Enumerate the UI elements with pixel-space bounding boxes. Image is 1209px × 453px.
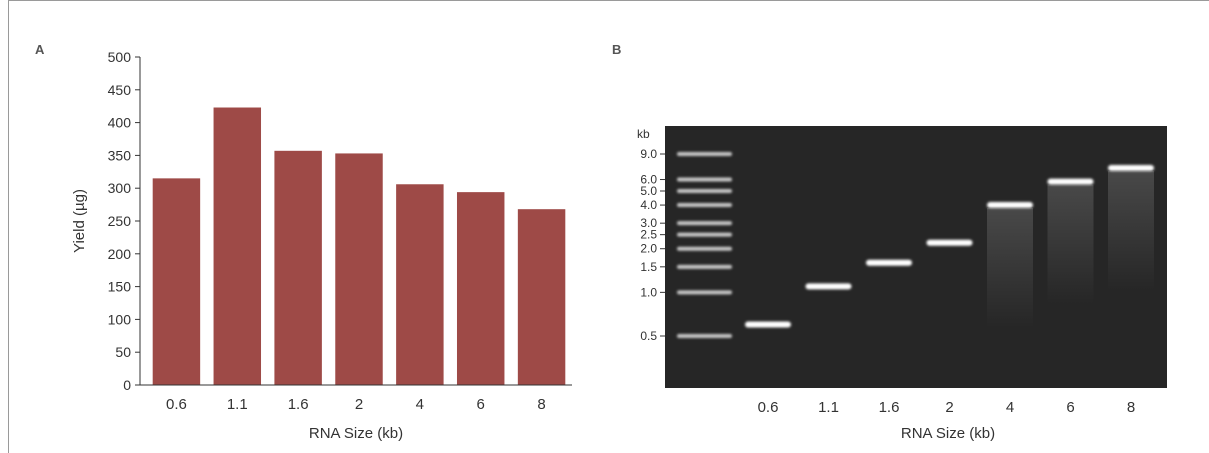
y-tick-label: 350 bbox=[108, 147, 132, 163]
lane-smear bbox=[987, 208, 1033, 329]
bar-2-kb bbox=[335, 153, 383, 385]
gel-electrophoresis-image: 9.0 6.05.04.0 3.02.52.0 1.5 1.0 0.5 0.6 1.1 1.6… bbox=[637, 126, 1167, 442]
ladder-band bbox=[677, 177, 732, 182]
y-tick-label: 50 bbox=[115, 344, 131, 360]
lane-label: 4 bbox=[1006, 399, 1014, 416]
x-tick-label: 4 bbox=[416, 396, 424, 413]
ladder-tick-label: 9.0 bbox=[640, 147, 657, 161]
panel-a-label: A bbox=[35, 42, 45, 57]
sample-band-0-6-kb bbox=[745, 321, 791, 328]
y-axis-label: Yield (µg) bbox=[71, 189, 88, 253]
x-tick-label: 6 bbox=[477, 396, 485, 413]
sample-band-1-6-kb bbox=[866, 259, 912, 266]
ladder-tick-label: 6.0 bbox=[640, 173, 657, 187]
lane-label: 0.6 bbox=[758, 399, 779, 416]
gel-x-axis-label: RNA Size (kb) bbox=[901, 425, 995, 442]
x-tick-label: 2 bbox=[355, 396, 363, 413]
y-tick-label: 0 bbox=[123, 377, 131, 393]
ladder-tick-label: 2.0 bbox=[640, 242, 657, 256]
bar-1-1-kb bbox=[213, 107, 262, 386]
ladder-tick-label: 1.5 bbox=[640, 260, 657, 274]
ladder-band bbox=[677, 246, 732, 251]
y-tick-label: 200 bbox=[108, 246, 132, 262]
x-axis-label: RNA Size (kb) bbox=[309, 425, 403, 442]
ladder-band bbox=[677, 189, 732, 194]
lane-label: 1.1 bbox=[818, 399, 839, 416]
figure-frame bbox=[8, 0, 1209, 453]
ladder-tick-label: 0.5 bbox=[640, 329, 657, 343]
ladder-band bbox=[677, 290, 732, 295]
x-tick-label: 1.6 bbox=[288, 396, 309, 413]
ladder-band bbox=[677, 203, 732, 208]
ladder-band bbox=[677, 232, 732, 237]
bar-4-kb bbox=[396, 184, 444, 385]
ladder-tick-label: 1.0 bbox=[640, 285, 657, 299]
lane-label: 6 bbox=[1066, 399, 1074, 416]
ladder-band bbox=[677, 221, 732, 226]
y-tick-label: 100 bbox=[108, 311, 132, 327]
lane-label: 1.6 bbox=[879, 399, 900, 416]
bar-8-kb bbox=[517, 209, 566, 385]
ladder-band bbox=[677, 334, 732, 338]
ladder-band bbox=[677, 152, 732, 156]
bar-6-kb bbox=[456, 192, 505, 385]
y-tick-label: 450 bbox=[108, 82, 132, 98]
ladder-tick-label: 3.0 bbox=[640, 216, 657, 230]
bar-1-6-kb bbox=[274, 150, 322, 385]
y-tick-label: 250 bbox=[108, 213, 132, 229]
lane-smear bbox=[1047, 184, 1094, 305]
bar-0-6-kb bbox=[152, 178, 201, 385]
x-tick-label: 1.1 bbox=[227, 396, 248, 413]
sample-band-2-kb bbox=[926, 239, 973, 246]
y-tick-label: 150 bbox=[108, 279, 132, 295]
ladder-tick-label: 2.5 bbox=[640, 228, 657, 242]
y-tick-label: 300 bbox=[108, 180, 132, 196]
sample-band-1-1-kb bbox=[805, 283, 852, 290]
x-tick-label: 0.6 bbox=[166, 396, 187, 413]
sample-band-6-kb bbox=[1047, 178, 1094, 185]
y-tick-label: 500 bbox=[108, 49, 132, 65]
x-tick-label: 8 bbox=[537, 396, 545, 413]
lane-smear bbox=[1108, 171, 1154, 292]
lane-label: 2 bbox=[945, 399, 953, 416]
lane-label: 8 bbox=[1127, 399, 1135, 416]
y-tick-label: 400 bbox=[108, 115, 132, 131]
ladder-unit-label: kb bbox=[637, 127, 650, 141]
panel-b-label: B bbox=[612, 42, 622, 57]
ladder-tick-label: 5.0 bbox=[640, 184, 657, 198]
sample-band-4-kb bbox=[987, 202, 1033, 209]
yield-bar-chart: 0 50 100 150 200 250 300 350 400 450 500 0.6 1.1 1.6… bbox=[71, 49, 572, 442]
sample-band-8-kb bbox=[1108, 165, 1154, 172]
ladder-band bbox=[677, 264, 732, 269]
ladder-tick-label: 4.0 bbox=[640, 198, 657, 212]
